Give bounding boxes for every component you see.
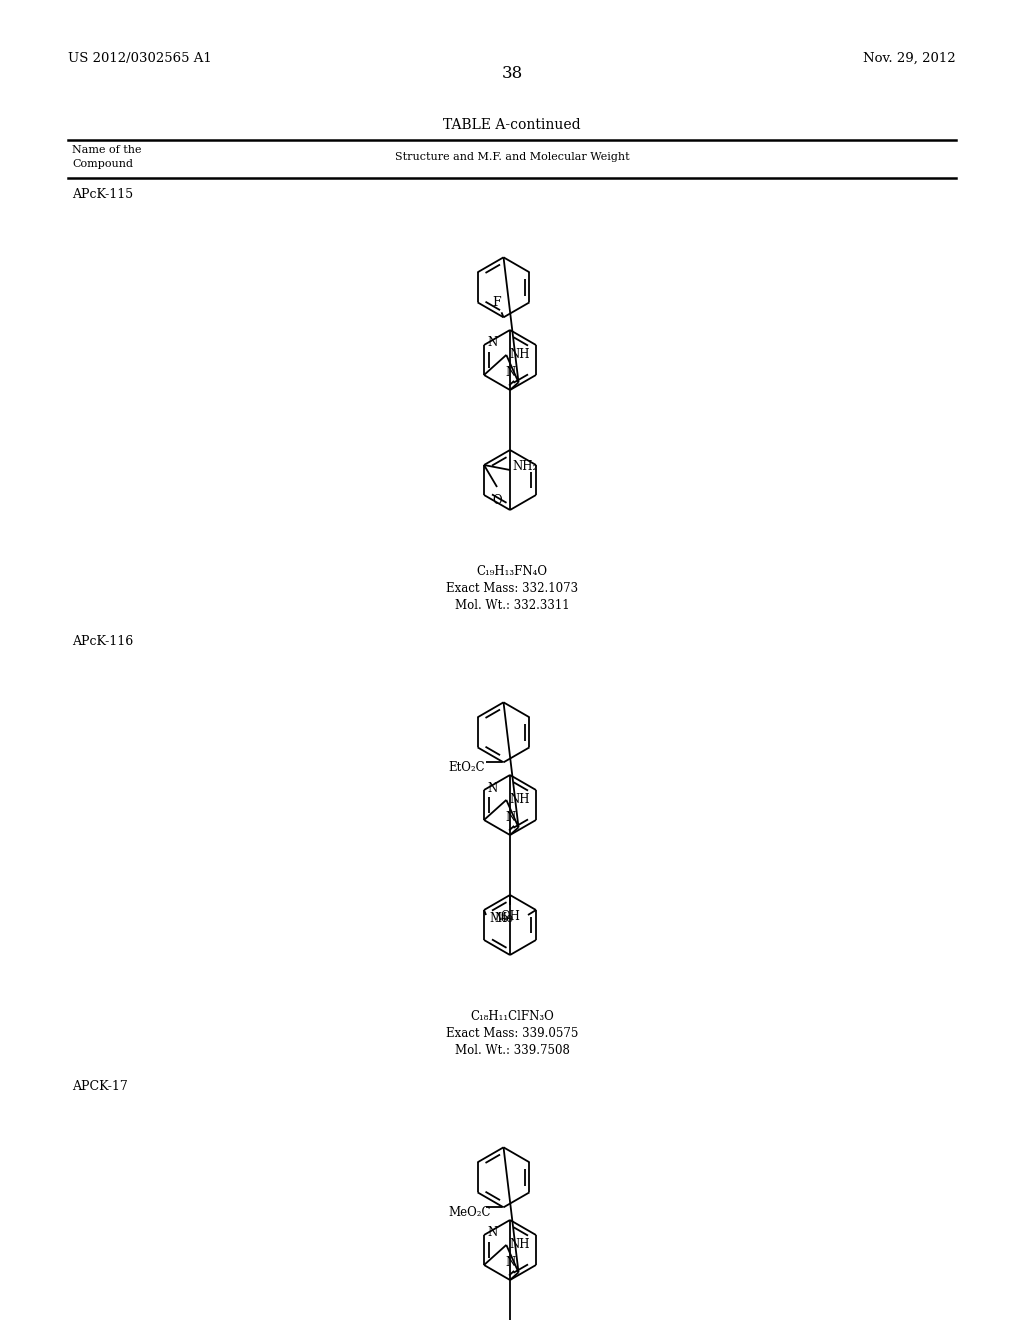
Text: F: F	[492, 296, 501, 309]
Text: Compound: Compound	[72, 158, 133, 169]
Text: NH: NH	[509, 348, 529, 362]
Text: APcK-115: APcK-115	[72, 187, 133, 201]
Text: APCK-17: APCK-17	[72, 1080, 128, 1093]
Text: Me: Me	[495, 912, 514, 924]
Text: N: N	[487, 781, 498, 795]
Text: US 2012/0302565 A1: US 2012/0302565 A1	[68, 51, 212, 65]
Text: Structure and M.F. and Molecular Weight: Structure and M.F. and Molecular Weight	[394, 152, 630, 162]
Text: NH: NH	[509, 1238, 529, 1251]
Text: Me: Me	[489, 912, 508, 924]
Text: C₁₉H₁₃FN₄O: C₁₉H₁₃FN₄O	[476, 565, 548, 578]
Text: TABLE A-continued: TABLE A-continued	[443, 117, 581, 132]
Text: NH: NH	[509, 793, 529, 807]
Text: Name of the: Name of the	[72, 145, 141, 154]
Text: EtO₂C: EtO₂C	[449, 760, 485, 774]
Text: Nov. 29, 2012: Nov. 29, 2012	[863, 51, 956, 65]
Text: NH₂: NH₂	[512, 461, 538, 474]
Text: N: N	[487, 1226, 498, 1239]
Text: APcK-116: APcK-116	[72, 635, 133, 648]
Text: Mol. Wt.: 339.7508: Mol. Wt.: 339.7508	[455, 1044, 569, 1057]
Text: Mol. Wt.: 332.3311: Mol. Wt.: 332.3311	[455, 599, 569, 612]
Text: Exact Mass: 332.1073: Exact Mass: 332.1073	[445, 582, 579, 595]
Text: MeO₂C: MeO₂C	[449, 1206, 492, 1218]
Text: 38: 38	[502, 65, 522, 82]
Text: N: N	[505, 1257, 515, 1270]
Text: N: N	[487, 337, 498, 350]
Text: OH: OH	[500, 909, 520, 923]
Text: C₁₈H₁₁ClFN₃O: C₁₈H₁₁ClFN₃O	[470, 1010, 554, 1023]
Text: Exact Mass: 339.0575: Exact Mass: 339.0575	[445, 1027, 579, 1040]
Text: N: N	[505, 367, 515, 379]
Text: N: N	[505, 812, 515, 824]
Text: O: O	[493, 494, 502, 507]
